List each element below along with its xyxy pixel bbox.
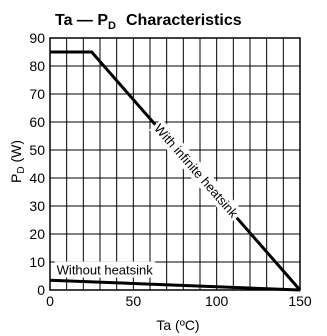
chart-title: Ta — PD Characteristics xyxy=(55,12,242,32)
x-tick-label: 150 xyxy=(288,293,312,309)
y-tick-label: 50 xyxy=(29,142,45,158)
x-tick-label: 100 xyxy=(205,293,229,309)
x-tick-labels: 0 50 100 150 xyxy=(46,293,312,309)
x-tick-label: 50 xyxy=(126,293,142,309)
y-tick-label: 90 xyxy=(29,30,45,46)
y-tick-label: 70 xyxy=(29,86,45,102)
series-group xyxy=(49,50,302,292)
series-label-without-heatsink: Without heatsink xyxy=(57,263,154,278)
series-label-bg xyxy=(149,118,244,223)
y-tick-label: 60 xyxy=(29,114,45,130)
y-tick-label: 80 xyxy=(29,58,45,74)
y-tick-label: 20 xyxy=(29,226,45,242)
y-tick-label: 40 xyxy=(29,170,45,186)
series-line-with-heatsink xyxy=(50,50,302,291)
series-label-bg xyxy=(54,261,156,278)
plot-frame xyxy=(49,37,301,291)
y-tick-label: 10 xyxy=(29,254,45,270)
y-tick-label: 30 xyxy=(29,198,45,214)
grid xyxy=(50,38,300,290)
y-tick-labels: 0 10 20 30 40 50 60 70 80 90 xyxy=(29,30,45,298)
y-tick-label: 0 xyxy=(37,282,45,298)
y-axis-label: PD (W) xyxy=(8,140,27,183)
x-axis-label: Ta (ºC) xyxy=(156,317,199,333)
series-line-without-heatsink xyxy=(49,278,301,292)
series-label-group-with-heatsink: With infinite heatsink xyxy=(149,118,244,223)
x-tick-label: 0 xyxy=(46,293,54,309)
